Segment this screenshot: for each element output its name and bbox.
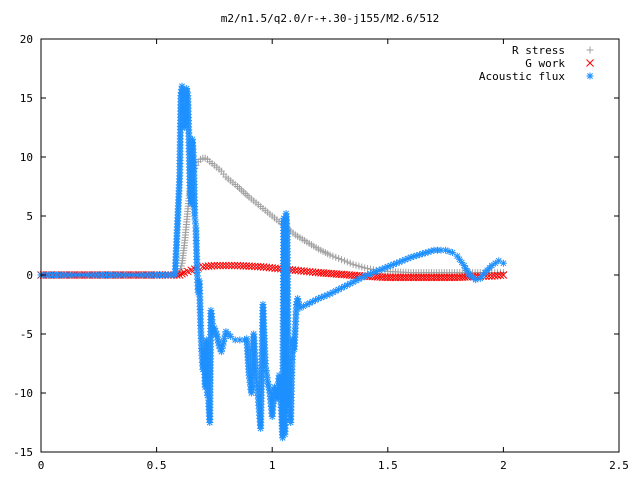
x-tick-label: 2: [500, 459, 507, 472]
legend-marker-r-stress: [586, 46, 594, 54]
y-tick-labels: -15 -10 -5 0 5 10 15 20: [13, 33, 33, 459]
y-tick-label: 5: [26, 210, 33, 223]
x-tick-labels: 0 0.5 1 1.5 2 2.5: [38, 459, 629, 472]
acoustic-flux-point: [448, 248, 457, 257]
legend-marker-g-work: [586, 59, 594, 67]
y-tick-label: 20: [20, 33, 33, 46]
acoustic-flux-point: [471, 275, 480, 284]
y-tick-label: -15: [13, 446, 33, 459]
r-stress-point: [235, 184, 244, 193]
series-acoustic-flux: [37, 82, 508, 442]
x-tick-label: 2.5: [609, 459, 629, 472]
legend-label-r-stress: R stress: [512, 44, 565, 57]
acoustic-flux-point: [499, 259, 508, 268]
y-tick-label: 15: [20, 92, 33, 105]
y-tick-label: 0: [26, 269, 33, 282]
plot-marks: [37, 82, 508, 442]
r-stress-point: [237, 186, 246, 195]
x-tick-label: 1: [269, 459, 276, 472]
x-tick-label: 0: [38, 459, 45, 472]
series-r-stress: [37, 154, 508, 279]
r-stress-point: [241, 189, 250, 198]
axis-ticks: [40, 38, 620, 453]
x-tick-label: 0.5: [147, 459, 167, 472]
y-tick-label: 10: [20, 151, 33, 164]
y-tick-label: -5: [20, 328, 33, 341]
plot-frame: [40, 38, 620, 453]
r-stress-point: [239, 187, 248, 196]
y-tick-label: -10: [13, 387, 33, 400]
legend-marker-acoustic-flux: [586, 72, 594, 80]
r-stress-point: [243, 191, 252, 200]
legend-label-g-work: G work: [525, 57, 565, 70]
x-tick-label: 1.5: [378, 459, 398, 472]
legend-label-acoustic-flux: Acoustic flux: [479, 70, 565, 83]
chart-title: m2/n1.5/q2.0/r-+.30-j155/M2.6/512: [221, 12, 440, 25]
acoustic-flux-point: [226, 332, 235, 341]
